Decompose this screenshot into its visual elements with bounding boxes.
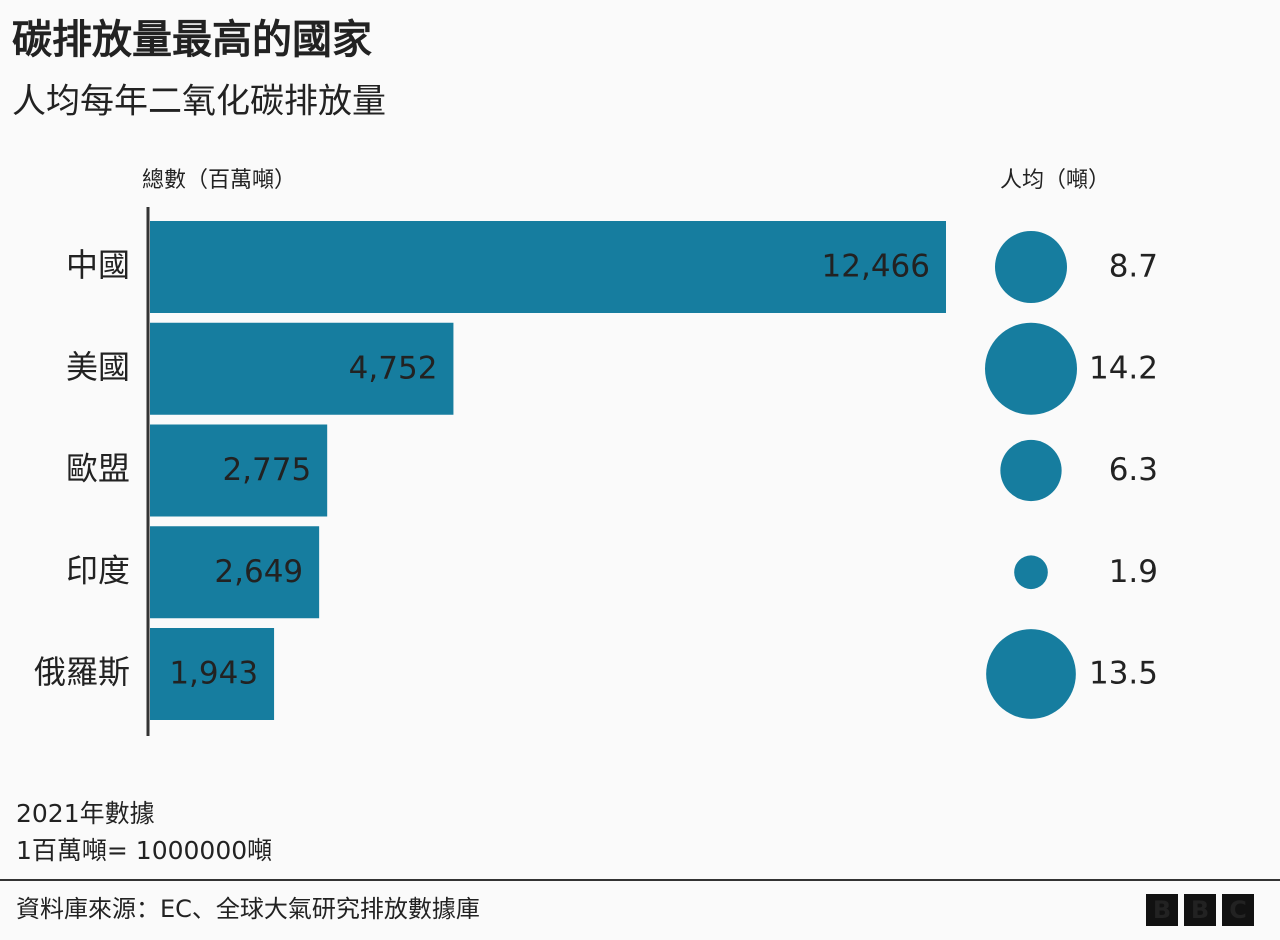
logo-letter: B: [1153, 896, 1171, 924]
value-label: 4,752: [349, 350, 438, 386]
category-label: 美國: [66, 348, 130, 386]
logo-box: [1184, 894, 1216, 926]
category-label: 俄羅斯: [34, 653, 130, 691]
value-label: 1.9: [1109, 554, 1158, 590]
logo-letter: C: [1229, 896, 1247, 924]
series-header: 人均（噸）: [1000, 168, 1110, 193]
note: 1百萬噸= 1000000噸: [16, 836, 272, 865]
bar: [150, 526, 320, 619]
bar: [150, 221, 946, 313]
bubble: [994, 230, 1068, 304]
value-label: 8.7: [1109, 249, 1158, 285]
category-label: 歐盟: [66, 450, 130, 488]
bubble: [986, 629, 1076, 719]
value-label: 12,466: [822, 249, 930, 285]
category-label: 印度: [66, 551, 130, 589]
source: 資料庫來源：EC、全球大氣研究排放數據庫: [16, 895, 480, 923]
bubble: [1014, 555, 1048, 590]
bar: [150, 322, 454, 415]
value-label: 1,943: [169, 656, 258, 692]
value-label: 6.3: [1109, 452, 1158, 488]
value-label: 2,649: [214, 554, 303, 590]
bubble: [985, 322, 1077, 415]
bar: [150, 628, 275, 720]
bubble: [1000, 439, 1062, 502]
note: 2021年數據: [16, 799, 155, 828]
logo-box: [1222, 894, 1254, 926]
logo-letter: B: [1191, 896, 1209, 924]
value-label: 13.5: [1089, 656, 1158, 692]
value-label: 2,775: [222, 452, 311, 488]
chart-subtitle: 人均每年二氧化碳排放量: [12, 82, 386, 122]
category-label: 中國: [66, 246, 130, 284]
chart-title: 碳排放量最高的國家: [12, 17, 372, 63]
bar: [150, 424, 328, 517]
logo-box: [1146, 894, 1178, 926]
value-label: 14.2: [1089, 350, 1158, 386]
series-header: 總數（百萬噸）: [142, 168, 296, 193]
